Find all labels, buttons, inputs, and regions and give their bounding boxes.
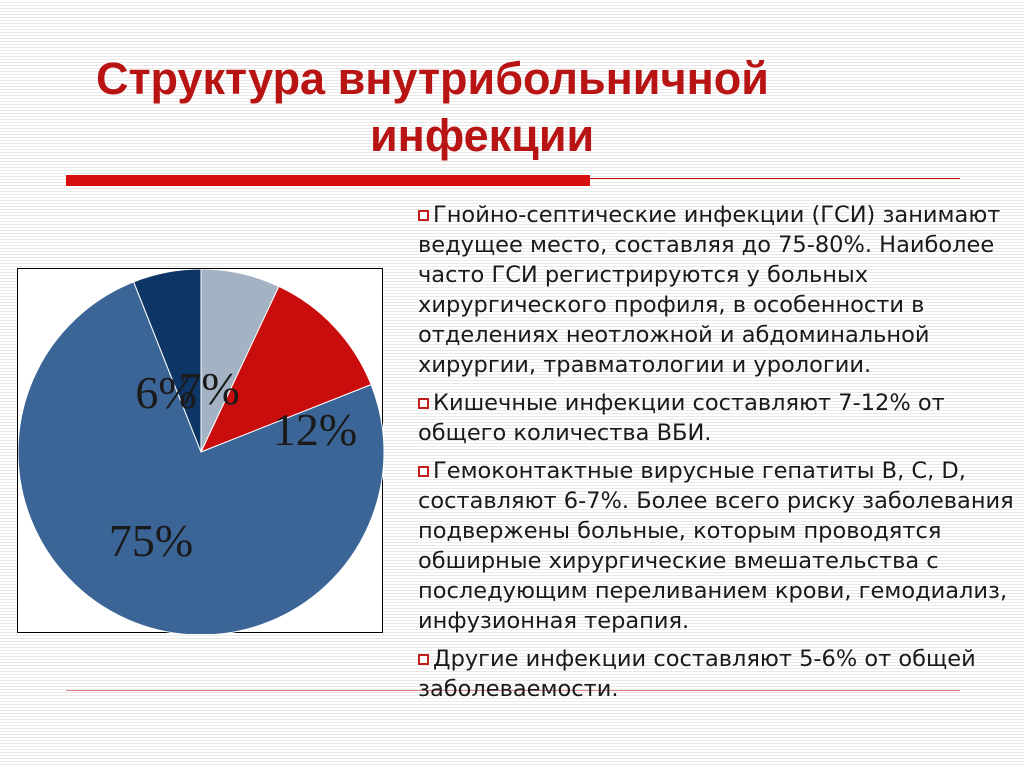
- pie-slice-label: 12%: [273, 404, 357, 455]
- hollow-square-icon: [418, 654, 429, 665]
- bullet-item: Кишечные инфекции составляют 7-12% от об…: [418, 388, 1018, 448]
- hollow-square-icon: [418, 466, 429, 477]
- bullet-text: Другие инфекции составляют 5-6% от общей…: [418, 646, 976, 702]
- bullet-item: Другие инфекции составляют 5-6% от общей…: [418, 644, 1018, 704]
- hollow-square-icon: [418, 398, 429, 409]
- pie-chart: 7% 12% 75% 6%: [17, 268, 384, 634]
- bottom-divider: [66, 690, 960, 691]
- pie-slice-label: 6%: [135, 367, 196, 418]
- slide-title-line-2: инфекции: [370, 110, 595, 161]
- slide-title-line-1: Структура внутрибольничной: [96, 53, 769, 104]
- pie-slice: [132, 269, 202, 453]
- pie-chart-svg: 7% 12% 75% 6%: [18, 269, 384, 634]
- bullet-text: Кишечные инфекции составляют 7-12% от об…: [418, 390, 945, 446]
- hollow-square-icon: [418, 210, 429, 221]
- bullet-item: Гемоконтактные вирусные гепатиты B, C, D…: [418, 456, 1018, 636]
- slide-title: Структура внутрибольничной инфекции: [96, 50, 996, 164]
- bullet-text: Гемоконтактные вирусные гепатиты B, C, D…: [418, 458, 1014, 634]
- title-underline-bar: [66, 175, 590, 186]
- pie-slice-label: 75%: [109, 515, 193, 566]
- pie-slice: [18, 281, 384, 634]
- pie-slice: [200, 285, 372, 453]
- bullet-item: Гнойно-септические инфекции (ГСИ) занима…: [418, 200, 1018, 380]
- title-underline-rule: [590, 178, 960, 179]
- bullet-text: Гнойно-септические инфекции (ГСИ) занима…: [418, 202, 1001, 378]
- bullet-list: Гнойно-септические инфекции (ГСИ) занима…: [418, 200, 1018, 712]
- pie-slice-label: 7%: [178, 363, 239, 414]
